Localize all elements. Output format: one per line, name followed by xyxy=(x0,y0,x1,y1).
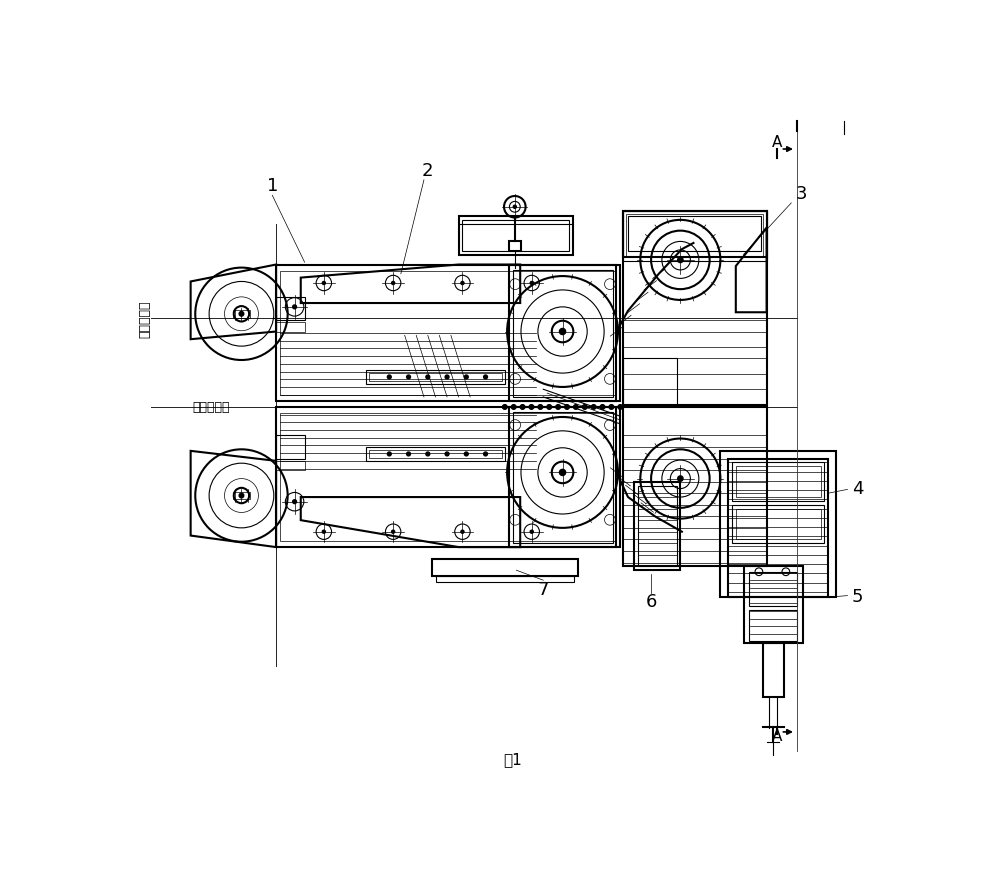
Circle shape xyxy=(559,470,566,476)
Bar xyxy=(233,310,250,318)
Bar xyxy=(763,644,784,697)
Bar xyxy=(366,371,505,384)
Bar xyxy=(276,461,305,471)
Bar xyxy=(512,271,613,397)
Bar xyxy=(276,265,620,402)
Bar xyxy=(749,572,797,607)
Bar xyxy=(369,374,502,381)
Circle shape xyxy=(407,453,410,456)
Circle shape xyxy=(407,375,410,380)
Circle shape xyxy=(600,405,605,410)
Circle shape xyxy=(426,375,430,380)
Bar xyxy=(638,486,677,567)
Circle shape xyxy=(502,405,507,410)
Bar xyxy=(233,492,250,500)
Bar xyxy=(509,408,616,547)
Circle shape xyxy=(574,405,578,410)
Bar xyxy=(280,271,616,396)
Bar xyxy=(720,452,836,597)
Text: 6: 6 xyxy=(645,592,657,610)
Circle shape xyxy=(591,405,596,410)
Circle shape xyxy=(387,453,391,456)
Circle shape xyxy=(239,494,244,498)
Bar xyxy=(623,211,767,261)
Bar xyxy=(436,576,574,582)
Circle shape xyxy=(445,375,449,380)
Bar xyxy=(732,505,824,544)
Bar xyxy=(744,567,803,644)
Bar xyxy=(623,211,767,258)
Circle shape xyxy=(565,405,569,410)
Bar xyxy=(634,482,680,571)
Circle shape xyxy=(678,476,683,481)
Circle shape xyxy=(461,531,464,533)
Bar xyxy=(276,436,305,459)
Circle shape xyxy=(293,305,297,310)
Bar xyxy=(512,413,613,544)
Circle shape xyxy=(511,405,516,410)
Bar xyxy=(276,323,305,332)
Circle shape xyxy=(484,453,487,456)
Circle shape xyxy=(559,329,566,335)
Circle shape xyxy=(461,282,464,285)
Circle shape xyxy=(582,405,587,410)
Circle shape xyxy=(239,312,244,317)
Text: 1: 1 xyxy=(267,177,278,195)
Bar xyxy=(432,559,578,576)
Text: 2: 2 xyxy=(422,161,434,180)
Text: 轧机中心线: 轧机中心线 xyxy=(138,300,151,338)
Text: 轧制中心线: 轧制中心线 xyxy=(192,401,229,414)
Circle shape xyxy=(530,282,533,285)
Circle shape xyxy=(556,405,560,410)
Circle shape xyxy=(484,375,487,380)
Circle shape xyxy=(426,453,430,456)
Bar xyxy=(509,242,521,252)
Bar xyxy=(736,467,821,497)
Bar xyxy=(736,509,821,540)
Circle shape xyxy=(529,405,534,410)
Bar xyxy=(366,447,505,461)
Circle shape xyxy=(445,453,449,456)
Circle shape xyxy=(387,375,391,380)
Bar xyxy=(628,217,761,253)
Circle shape xyxy=(322,282,325,285)
Text: 5: 5 xyxy=(852,587,863,605)
Text: 7: 7 xyxy=(538,581,549,599)
Bar xyxy=(369,451,502,459)
Circle shape xyxy=(293,500,297,504)
Bar xyxy=(280,414,616,541)
Bar xyxy=(276,297,305,321)
Bar xyxy=(276,408,620,547)
Circle shape xyxy=(520,405,525,410)
Bar xyxy=(623,359,677,405)
Circle shape xyxy=(609,405,614,410)
Text: 4: 4 xyxy=(852,479,863,497)
Circle shape xyxy=(678,258,683,263)
Circle shape xyxy=(513,206,516,209)
Circle shape xyxy=(392,282,395,285)
Circle shape xyxy=(547,405,552,410)
Text: 图1: 图1 xyxy=(503,752,522,766)
Circle shape xyxy=(464,453,468,456)
Bar xyxy=(626,215,763,258)
Circle shape xyxy=(530,531,533,533)
Bar xyxy=(749,610,797,641)
Text: A: A xyxy=(771,729,782,744)
Circle shape xyxy=(618,405,623,410)
Circle shape xyxy=(538,405,543,410)
Circle shape xyxy=(464,375,468,380)
Bar xyxy=(728,459,828,597)
Bar xyxy=(623,408,767,567)
Bar xyxy=(509,265,616,402)
Bar xyxy=(462,221,569,252)
Circle shape xyxy=(322,531,325,533)
Bar xyxy=(732,463,824,502)
Bar xyxy=(459,217,573,255)
Text: A: A xyxy=(771,135,782,150)
Text: 3: 3 xyxy=(796,185,807,203)
Bar xyxy=(623,211,767,405)
Circle shape xyxy=(392,531,395,533)
